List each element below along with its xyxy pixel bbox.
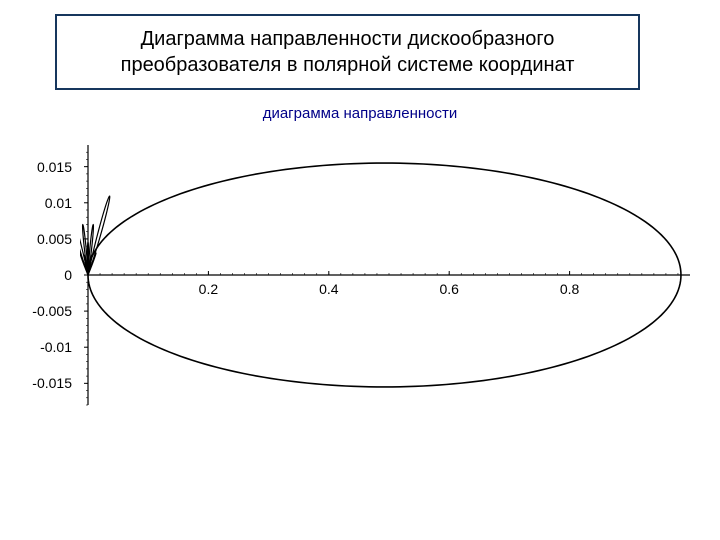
chart-svg	[80, 135, 700, 415]
chart-region: диаграмма направленности 0.015 0.01 0.005 0…	[0, 105, 720, 425]
x-tick-label: 0.2	[199, 281, 218, 297]
y-tick-label: -0.005	[12, 303, 72, 319]
title-box: Диаграмма направленности дискообразного …	[55, 14, 640, 90]
y-tick-label: 0.015	[12, 159, 72, 175]
plot-area	[80, 135, 700, 415]
chart-title: диаграмма направленности	[0, 105, 720, 122]
title-line-1: Диаграмма направленности дискообразного	[77, 26, 618, 52]
y-tick-label: -0.01	[12, 339, 72, 355]
y-tick-label: 0.005	[12, 231, 72, 247]
x-tick-label: 0.8	[560, 281, 579, 297]
title-line-2: преобразователя в полярной системе коорд…	[77, 52, 618, 78]
slide: { "title": { "line1": "Диаграмма направл…	[0, 0, 720, 540]
x-tick-label: 0.4	[319, 281, 338, 297]
y-tick-label: 0.01	[12, 195, 72, 211]
y-tick-label: 0	[12, 267, 72, 283]
x-tick-label: 0.6	[439, 281, 458, 297]
y-tick-label: -0.015	[12, 375, 72, 391]
